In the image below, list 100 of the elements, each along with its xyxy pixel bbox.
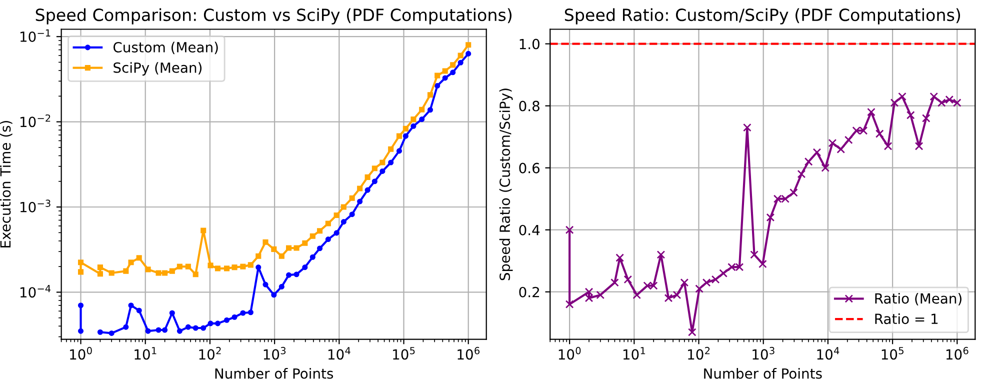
point xyxy=(695,284,704,293)
chart-title: Speed Comparison: Custom vs SciPy (PDF Computations) xyxy=(36,8,512,24)
point xyxy=(302,240,308,246)
x-tick-label: 10$^{5}$ xyxy=(882,347,904,360)
point xyxy=(200,228,206,234)
point xyxy=(380,160,386,166)
y-tick-label: 10$^{−3}$ xyxy=(20,200,50,212)
point xyxy=(758,260,767,268)
point xyxy=(340,204,346,210)
x-axis-title: Number of Points xyxy=(215,368,334,379)
point xyxy=(224,317,230,323)
point xyxy=(214,266,221,272)
point xyxy=(466,42,472,48)
point xyxy=(123,324,129,330)
point xyxy=(821,164,830,172)
point xyxy=(797,170,806,178)
point xyxy=(325,220,331,226)
point xyxy=(922,114,930,122)
point xyxy=(200,325,206,331)
point xyxy=(232,314,238,320)
x-tick-label: 10$^{0}$ xyxy=(558,346,581,360)
legend-label: SciPy (Mean) xyxy=(114,62,202,76)
point xyxy=(248,262,254,268)
point xyxy=(867,108,876,116)
point xyxy=(906,110,915,120)
point xyxy=(790,188,798,197)
point xyxy=(610,278,619,287)
chart-title: Speed Ratio: Custom/SciPy (PDF Computations) xyxy=(564,8,960,24)
point xyxy=(286,245,292,251)
point xyxy=(208,320,214,326)
point xyxy=(162,327,168,333)
x-tick-label: 10$^{1}$ xyxy=(623,347,646,360)
point xyxy=(804,157,813,166)
point xyxy=(766,213,775,222)
point xyxy=(364,187,370,193)
point xyxy=(427,92,434,98)
point xyxy=(388,160,394,166)
point xyxy=(214,320,221,326)
point xyxy=(434,82,440,89)
y-tick-label: 0.2 xyxy=(519,286,539,298)
point xyxy=(410,123,416,129)
point xyxy=(271,246,277,252)
point xyxy=(402,126,408,132)
point xyxy=(450,62,456,68)
point xyxy=(388,146,394,152)
point xyxy=(396,148,402,154)
point xyxy=(688,328,696,336)
point xyxy=(176,328,182,334)
point xyxy=(256,253,262,259)
point xyxy=(458,60,464,66)
point xyxy=(334,212,340,218)
point xyxy=(302,264,308,270)
point xyxy=(836,145,846,154)
x-tick-label: 10$^{0}$ xyxy=(70,346,92,360)
x-tick-label: 10$^{4}$ xyxy=(328,347,350,360)
point xyxy=(884,142,892,150)
point xyxy=(427,107,434,113)
point xyxy=(711,275,720,284)
point xyxy=(240,264,246,270)
x-tick-label: 10$^{3}$ xyxy=(264,346,286,360)
point xyxy=(317,246,323,252)
point xyxy=(185,264,191,270)
point xyxy=(750,250,758,259)
point xyxy=(419,116,425,122)
point xyxy=(890,98,899,107)
point xyxy=(232,264,238,270)
point xyxy=(208,262,214,268)
point xyxy=(162,270,168,276)
point xyxy=(410,116,416,122)
point xyxy=(357,186,363,192)
point xyxy=(278,284,284,290)
point xyxy=(372,166,378,172)
y-tick-label: 10$^{−2}$ xyxy=(20,114,50,128)
point xyxy=(442,68,448,74)
point xyxy=(914,142,924,150)
point xyxy=(262,282,268,288)
point xyxy=(278,253,284,259)
y-tick-label: 0.6 xyxy=(519,162,540,174)
point xyxy=(185,324,191,330)
point xyxy=(930,92,938,101)
point xyxy=(256,264,262,270)
point xyxy=(664,294,673,302)
point xyxy=(340,219,346,225)
point xyxy=(442,75,448,81)
point xyxy=(123,268,129,274)
point xyxy=(419,106,425,112)
y-tick-label: 0.8 xyxy=(519,100,540,112)
point xyxy=(349,212,355,218)
x-tick-label: 10$^{5}$ xyxy=(393,347,415,360)
y-tick-label: 10$^{−4}$ xyxy=(20,284,51,298)
y-tick-label: 0.4 xyxy=(519,224,540,236)
y-axis-title: Execution Time (s) xyxy=(0,120,12,248)
point xyxy=(624,275,632,284)
point xyxy=(584,288,594,296)
legend-label: Custom (Mean) xyxy=(113,42,218,54)
point xyxy=(357,198,363,204)
point xyxy=(743,123,752,132)
point xyxy=(844,136,853,144)
point xyxy=(224,266,230,272)
point xyxy=(364,174,370,180)
